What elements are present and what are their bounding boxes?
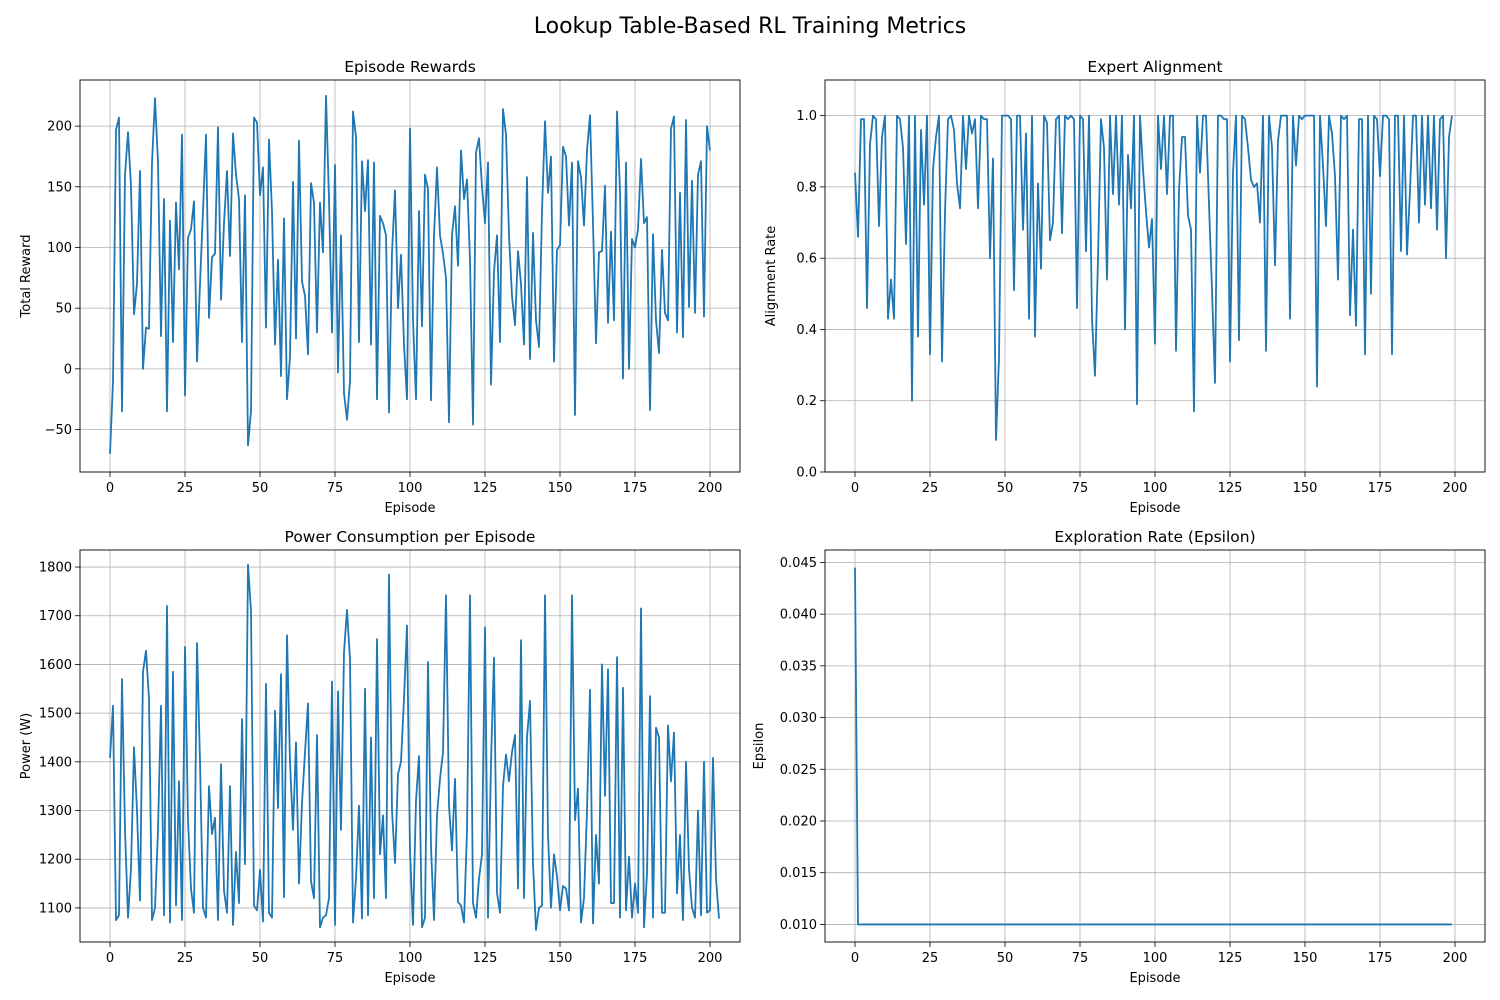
x-tick-label: 0 bbox=[106, 481, 114, 496]
x-tick-label: 125 bbox=[1218, 481, 1243, 496]
x-tick-label: 50 bbox=[252, 951, 269, 966]
chart-title: Exploration Rate (Epsilon) bbox=[1054, 528, 1255, 546]
y-tick-label: 1700 bbox=[39, 609, 72, 624]
y-axis-label: Power (W) bbox=[19, 713, 34, 779]
x-tick-label: 125 bbox=[1218, 951, 1243, 966]
y-axis-label: Total Reward bbox=[19, 235, 34, 319]
chart-power: 0 25 50 75 100 125 150 175 200 1100 1200 1300 1400 15… bbox=[19, 528, 741, 986]
chart-title: Episode Rewards bbox=[344, 58, 476, 76]
y-tick-label: 1200 bbox=[39, 853, 72, 868]
chart-epsilon: 0 25 50 75 100 125 150 175 200 0.010 0.015 0.020 0.0… bbox=[752, 528, 1486, 986]
x-tick-label: 0 bbox=[851, 481, 859, 496]
y-tick-label: 0.0 bbox=[796, 466, 817, 481]
y-tick-label: −50 bbox=[45, 423, 72, 438]
y-tick-label: 0.020 bbox=[780, 814, 817, 829]
y-tick-label: 0.2 bbox=[796, 394, 817, 409]
x-tick-label: 200 bbox=[1443, 481, 1468, 496]
x-tick-label: 0 bbox=[106, 951, 114, 966]
x-axis-label: Episode bbox=[384, 501, 435, 516]
y-tick-label: 1400 bbox=[39, 755, 72, 770]
x-tick-label: 100 bbox=[398, 481, 423, 496]
y-tick-label: 0.045 bbox=[780, 556, 817, 571]
x-tick-label: 25 bbox=[177, 481, 194, 496]
y-tick-label: 0.4 bbox=[796, 323, 817, 338]
x-tick-label: 175 bbox=[623, 951, 648, 966]
x-tick-label: 175 bbox=[623, 481, 648, 496]
x-tick-label: 100 bbox=[398, 951, 423, 966]
chart-title: Power Consumption per Episode bbox=[285, 528, 536, 546]
y-tick-label: 0.015 bbox=[780, 866, 817, 881]
x-tick-label: 75 bbox=[1072, 481, 1089, 496]
x-tick-label: 200 bbox=[698, 481, 723, 496]
y-tick-label: 1.0 bbox=[796, 109, 817, 124]
x-tick-label: 150 bbox=[548, 951, 573, 966]
y-tick-label: 1800 bbox=[39, 561, 72, 576]
x-tick-label: 200 bbox=[1443, 951, 1468, 966]
x-tick-label: 100 bbox=[1143, 951, 1168, 966]
x-axis-label: Episode bbox=[384, 971, 435, 986]
y-tick-label: 0.025 bbox=[780, 763, 817, 778]
plot-frame bbox=[824, 79, 1486, 473]
x-tick-label: 175 bbox=[1368, 951, 1393, 966]
plot-frame bbox=[824, 549, 1486, 943]
y-tick-label: 0 bbox=[64, 362, 72, 377]
x-axis-label: Episode bbox=[1129, 971, 1180, 986]
x-tick-label: 50 bbox=[997, 951, 1014, 966]
plot-frame bbox=[79, 79, 741, 473]
plot-frame bbox=[79, 549, 741, 943]
y-tick-label: 1100 bbox=[39, 901, 72, 916]
y-tick-label: 1500 bbox=[39, 707, 72, 722]
series-line-power bbox=[109, 563, 720, 931]
y-tick-label: 200 bbox=[47, 120, 72, 135]
x-tick-label: 50 bbox=[252, 481, 269, 496]
y-axis-label: Alignment Rate bbox=[764, 226, 779, 327]
x-tick-label: 125 bbox=[473, 951, 498, 966]
y-tick-label: 0.6 bbox=[796, 252, 817, 267]
y-tick-label: 0.030 bbox=[780, 711, 817, 726]
x-tick-label: 25 bbox=[177, 951, 194, 966]
y-tick-label: 100 bbox=[47, 241, 72, 256]
x-tick-label: 125 bbox=[473, 481, 498, 496]
y-axis-label: Epsilon bbox=[752, 723, 767, 770]
y-tick-label: 0.040 bbox=[780, 608, 817, 623]
y-tick-label: 50 bbox=[55, 302, 72, 317]
y-tick-label: 150 bbox=[47, 180, 72, 195]
x-tick-label: 75 bbox=[327, 481, 344, 496]
series-line-epsilon bbox=[854, 567, 1452, 926]
figure-title: Lookup Table-Based RL Training Metrics bbox=[533, 14, 967, 39]
x-axis-label: Episode bbox=[1129, 501, 1180, 516]
x-tick-label: 100 bbox=[1143, 481, 1168, 496]
chart-rewards: 0 25 50 75 100 125 150 175 200 −50 0 50 100 150 200 Epi… bbox=[19, 58, 741, 516]
x-tick-label: 175 bbox=[1368, 481, 1393, 496]
x-tick-label: 25 bbox=[922, 951, 939, 966]
x-tick-label: 150 bbox=[1293, 951, 1318, 966]
x-tick-label: 0 bbox=[851, 951, 859, 966]
x-tick-label: 75 bbox=[1072, 951, 1089, 966]
x-tick-label: 150 bbox=[548, 481, 573, 496]
x-tick-label: 50 bbox=[997, 481, 1014, 496]
y-tick-label: 0.8 bbox=[796, 180, 817, 195]
series-line-alignment bbox=[854, 114, 1453, 441]
series-line-rewards bbox=[109, 94, 711, 454]
x-tick-label: 150 bbox=[1293, 481, 1318, 496]
x-tick-label: 75 bbox=[327, 951, 344, 966]
y-tick-label: 1300 bbox=[39, 804, 72, 819]
x-tick-label: 25 bbox=[922, 481, 939, 496]
y-tick-label: 0.010 bbox=[780, 918, 817, 933]
x-tick-label: 200 bbox=[698, 951, 723, 966]
chart-title: Expert Alignment bbox=[1087, 58, 1222, 76]
y-tick-label: 0.035 bbox=[780, 659, 817, 674]
y-tick-label: 1600 bbox=[39, 658, 72, 673]
chart-alignment: 0 25 50 75 100 125 150 175 200 0.0 0.2 0.4 0.6 0.8 1.0… bbox=[764, 58, 1486, 516]
